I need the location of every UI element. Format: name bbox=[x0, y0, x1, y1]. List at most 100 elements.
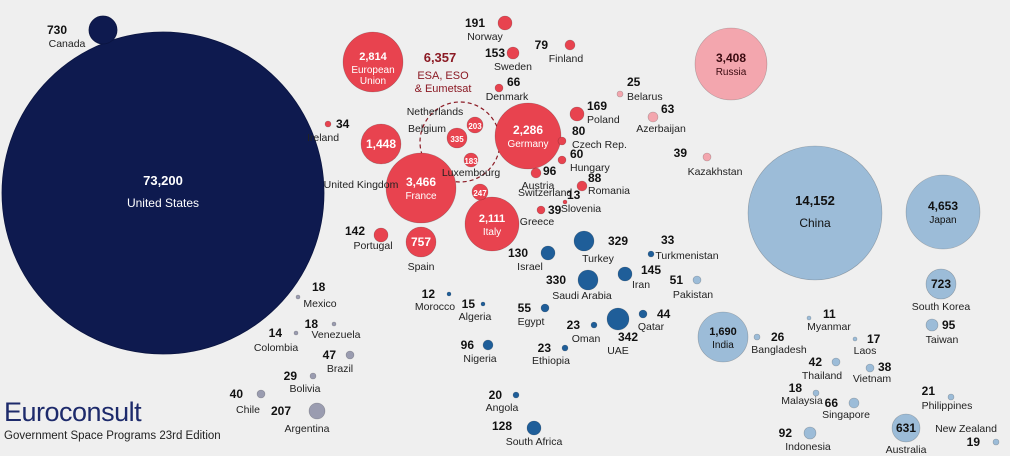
bubble-value: 191 bbox=[465, 16, 485, 30]
bubble-value: 39 bbox=[674, 146, 688, 160]
bubble-value: 335 bbox=[450, 135, 464, 144]
bubble-circle bbox=[293, 330, 299, 336]
bubble-value: 4,653 bbox=[928, 199, 958, 213]
bubble-name: Taiwan bbox=[926, 334, 959, 346]
bubble-circle bbox=[753, 333, 761, 341]
bubble-name: Czech Rep. bbox=[572, 139, 627, 151]
bubble-value: 55 bbox=[518, 301, 532, 315]
bubble-united-kingdom: 1,448 United Kingdom bbox=[324, 123, 402, 191]
bubble-circle bbox=[405, 226, 437, 258]
bubble-circle bbox=[540, 303, 550, 313]
bubble-circle bbox=[925, 268, 957, 300]
bubble-austria: 96 Austria bbox=[522, 164, 557, 192]
bubble-name: Germany bbox=[507, 139, 548, 150]
bubble-circle bbox=[530, 167, 542, 179]
bubble-germany: 2,286 Germany bbox=[494, 102, 562, 170]
bubble-circle bbox=[482, 339, 494, 351]
bubble-name: Indonesia bbox=[785, 441, 831, 453]
bubble-esa-eso-eumetsat: 6,357 ESA, ESO& Eumetsat bbox=[415, 50, 501, 183]
bubble-value: 44 bbox=[657, 307, 671, 321]
bubble-value: 329 bbox=[608, 234, 628, 248]
bubble-circle bbox=[557, 155, 567, 165]
bubble-circle bbox=[446, 127, 468, 149]
bubble-name: Ethiopia bbox=[532, 355, 570, 367]
bubble-value: 130 bbox=[508, 246, 528, 260]
bubble-circle bbox=[617, 266, 633, 282]
bubble-value: 3,408 bbox=[716, 51, 746, 65]
bubble-name: Kazakhstan bbox=[688, 166, 743, 178]
bubble-value: 730 bbox=[47, 23, 67, 37]
bubble-name: Laos bbox=[854, 345, 877, 357]
bubble-name: Australia bbox=[886, 444, 927, 456]
bubble-value: 17 bbox=[867, 332, 881, 346]
bubble-name: UAE bbox=[607, 345, 629, 357]
bubble-italy: 2,111 Italy bbox=[464, 196, 520, 252]
bubble-circle bbox=[373, 227, 389, 243]
bubble-value: 79 bbox=[535, 38, 549, 52]
bubble-circle bbox=[812, 389, 820, 397]
bubble-circle bbox=[331, 321, 337, 327]
bubble-france: 3,466 France bbox=[385, 152, 457, 224]
bubble-circle bbox=[697, 311, 749, 363]
bubble-circle bbox=[342, 31, 404, 93]
bubble-circle bbox=[536, 205, 546, 215]
bubble-value: 153 bbox=[485, 46, 505, 60]
bubble-name: Myanmar bbox=[807, 321, 851, 333]
bubble-name: France bbox=[405, 191, 437, 202]
bubble-circle bbox=[647, 250, 655, 258]
bubble-value: 2,814 bbox=[359, 51, 387, 63]
bubble-value: 247 bbox=[473, 189, 487, 198]
bubble-name: Poland bbox=[587, 114, 620, 126]
bubble-value: 33 bbox=[661, 233, 675, 247]
bubble-value: 14 bbox=[269, 326, 283, 340]
bubble-name: Hungary bbox=[570, 162, 610, 174]
bubble-circle bbox=[590, 321, 598, 329]
bubble-value: 73,200 bbox=[143, 173, 183, 188]
bubble-name: Chile bbox=[236, 404, 260, 416]
bubble-value: 39 bbox=[548, 203, 562, 217]
bubble-value: 2,111 bbox=[479, 213, 505, 225]
bubble-value: 12 bbox=[422, 287, 436, 301]
bubble-value: 34 bbox=[336, 117, 350, 131]
bubble-circle bbox=[925, 318, 939, 332]
bubble-value: 20 bbox=[489, 388, 503, 402]
bubble-circle bbox=[512, 391, 520, 399]
bubble-circle bbox=[606, 307, 630, 331]
bubble-name: Bolivia bbox=[290, 383, 321, 395]
bubble-switzerland: 247 Switzerland bbox=[471, 183, 572, 201]
bubble-value: 47 bbox=[323, 348, 337, 362]
bubble-circle bbox=[702, 152, 712, 162]
bubble-circle bbox=[573, 230, 595, 252]
bubble-circle bbox=[562, 199, 568, 205]
bubble-circle bbox=[466, 116, 484, 134]
bubble-value: 631 bbox=[896, 421, 916, 435]
bubble-circle bbox=[831, 357, 841, 367]
bubble-japan: 4,653 Japan bbox=[905, 174, 981, 250]
bubble-circle bbox=[345, 350, 355, 360]
bubble-name: Luxembourg bbox=[442, 167, 501, 179]
bubble-name: Italy bbox=[483, 227, 501, 238]
bubble-name: ESA, ESO bbox=[417, 70, 469, 82]
bubble-name: Argentina bbox=[285, 423, 330, 435]
bubble-name: Russia bbox=[716, 67, 747, 78]
bubble-south-korea: 723 South Korea bbox=[912, 268, 970, 313]
bubble-value: 23 bbox=[567, 318, 581, 332]
bubble-name: Qatar bbox=[638, 321, 665, 333]
bubble-value: 38 bbox=[878, 360, 892, 374]
bubble-circle bbox=[747, 145, 883, 281]
bubble-circle bbox=[256, 389, 266, 399]
bubble-name: Azerbaijan bbox=[636, 123, 686, 135]
bubble-value: 19 bbox=[967, 435, 981, 449]
bubble-turkmenistan: 33 Turkmenistan bbox=[647, 233, 719, 262]
bubble-portugal: 142 Portugal bbox=[345, 224, 393, 252]
